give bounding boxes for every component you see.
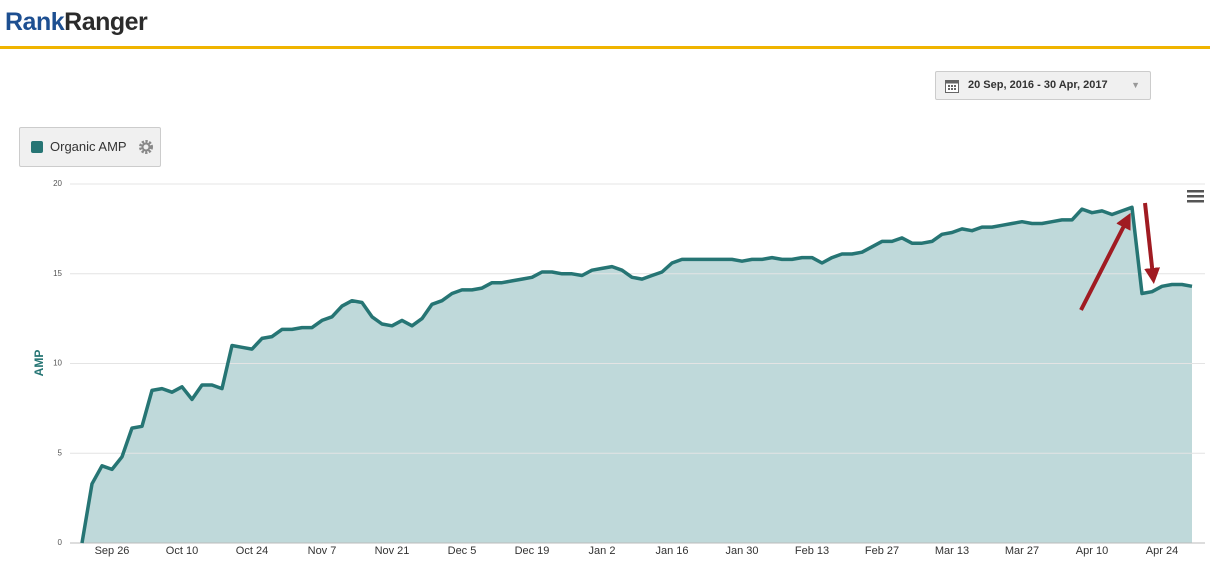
x-tick-label: Mar 13: [935, 545, 969, 557]
y-tick-label: 15: [53, 269, 62, 278]
x-tick-label: Apr 10: [1076, 545, 1108, 557]
x-tick-label: Apr 24: [1146, 545, 1178, 557]
logo[interactable]: RankRanger: [5, 8, 148, 37]
x-tick-label: Oct 10: [166, 545, 198, 557]
y-tick-label: 20: [53, 179, 62, 188]
x-tick-label: Jan 16: [655, 545, 688, 557]
x-tick-label: Sep 26: [95, 545, 130, 557]
y-tick-label: 5: [58, 448, 63, 457]
x-tick-label: Oct 24: [236, 545, 268, 557]
x-tick-label: Dec 19: [515, 545, 550, 557]
logo-rank: Rank: [5, 8, 65, 36]
x-tick-label: Feb 13: [795, 545, 829, 557]
date-picker[interactable]: 20 Sep, 2016 - 30 Apr, 2017 ▼: [935, 71, 1151, 100]
legend-swatch: [31, 141, 43, 153]
x-tick-label: Feb 27: [865, 545, 899, 557]
settings-icon[interactable]: [138, 139, 154, 155]
x-tick-label: Nov 7: [308, 545, 337, 557]
top-bar: RankRanger: [0, 0, 1210, 49]
y-axis-label: AMP: [32, 350, 46, 377]
annotation-arrow-up: [1079, 212, 1131, 311]
x-tick-label: Jan 2: [589, 545, 616, 557]
date-range: 20 Sep, 2016 - 30 Apr, 2017: [968, 79, 1108, 91]
x-tick-label: Nov 21: [375, 545, 410, 557]
dropdown-caret: ▼: [1131, 80, 1140, 90]
legend[interactable]: Organic AMP: [19, 127, 161, 167]
area-fill: [82, 207, 1192, 544]
menu-icon[interactable]: [1187, 190, 1204, 203]
logo-ranger: Ranger: [64, 8, 148, 36]
x-tick-label: Dec 5: [448, 545, 477, 557]
legend-label: Organic AMP: [50, 139, 127, 154]
x-tick-label: Mar 27: [1005, 545, 1039, 557]
y-tick-label: 10: [53, 359, 62, 368]
series-line: [80, 205, 1193, 544]
annotation-arrow-down: [1143, 202, 1161, 284]
x-tick-label: Jan 30: [725, 545, 758, 557]
y-tick-label: 0: [58, 538, 63, 547]
calendar-icon: [945, 80, 959, 93]
